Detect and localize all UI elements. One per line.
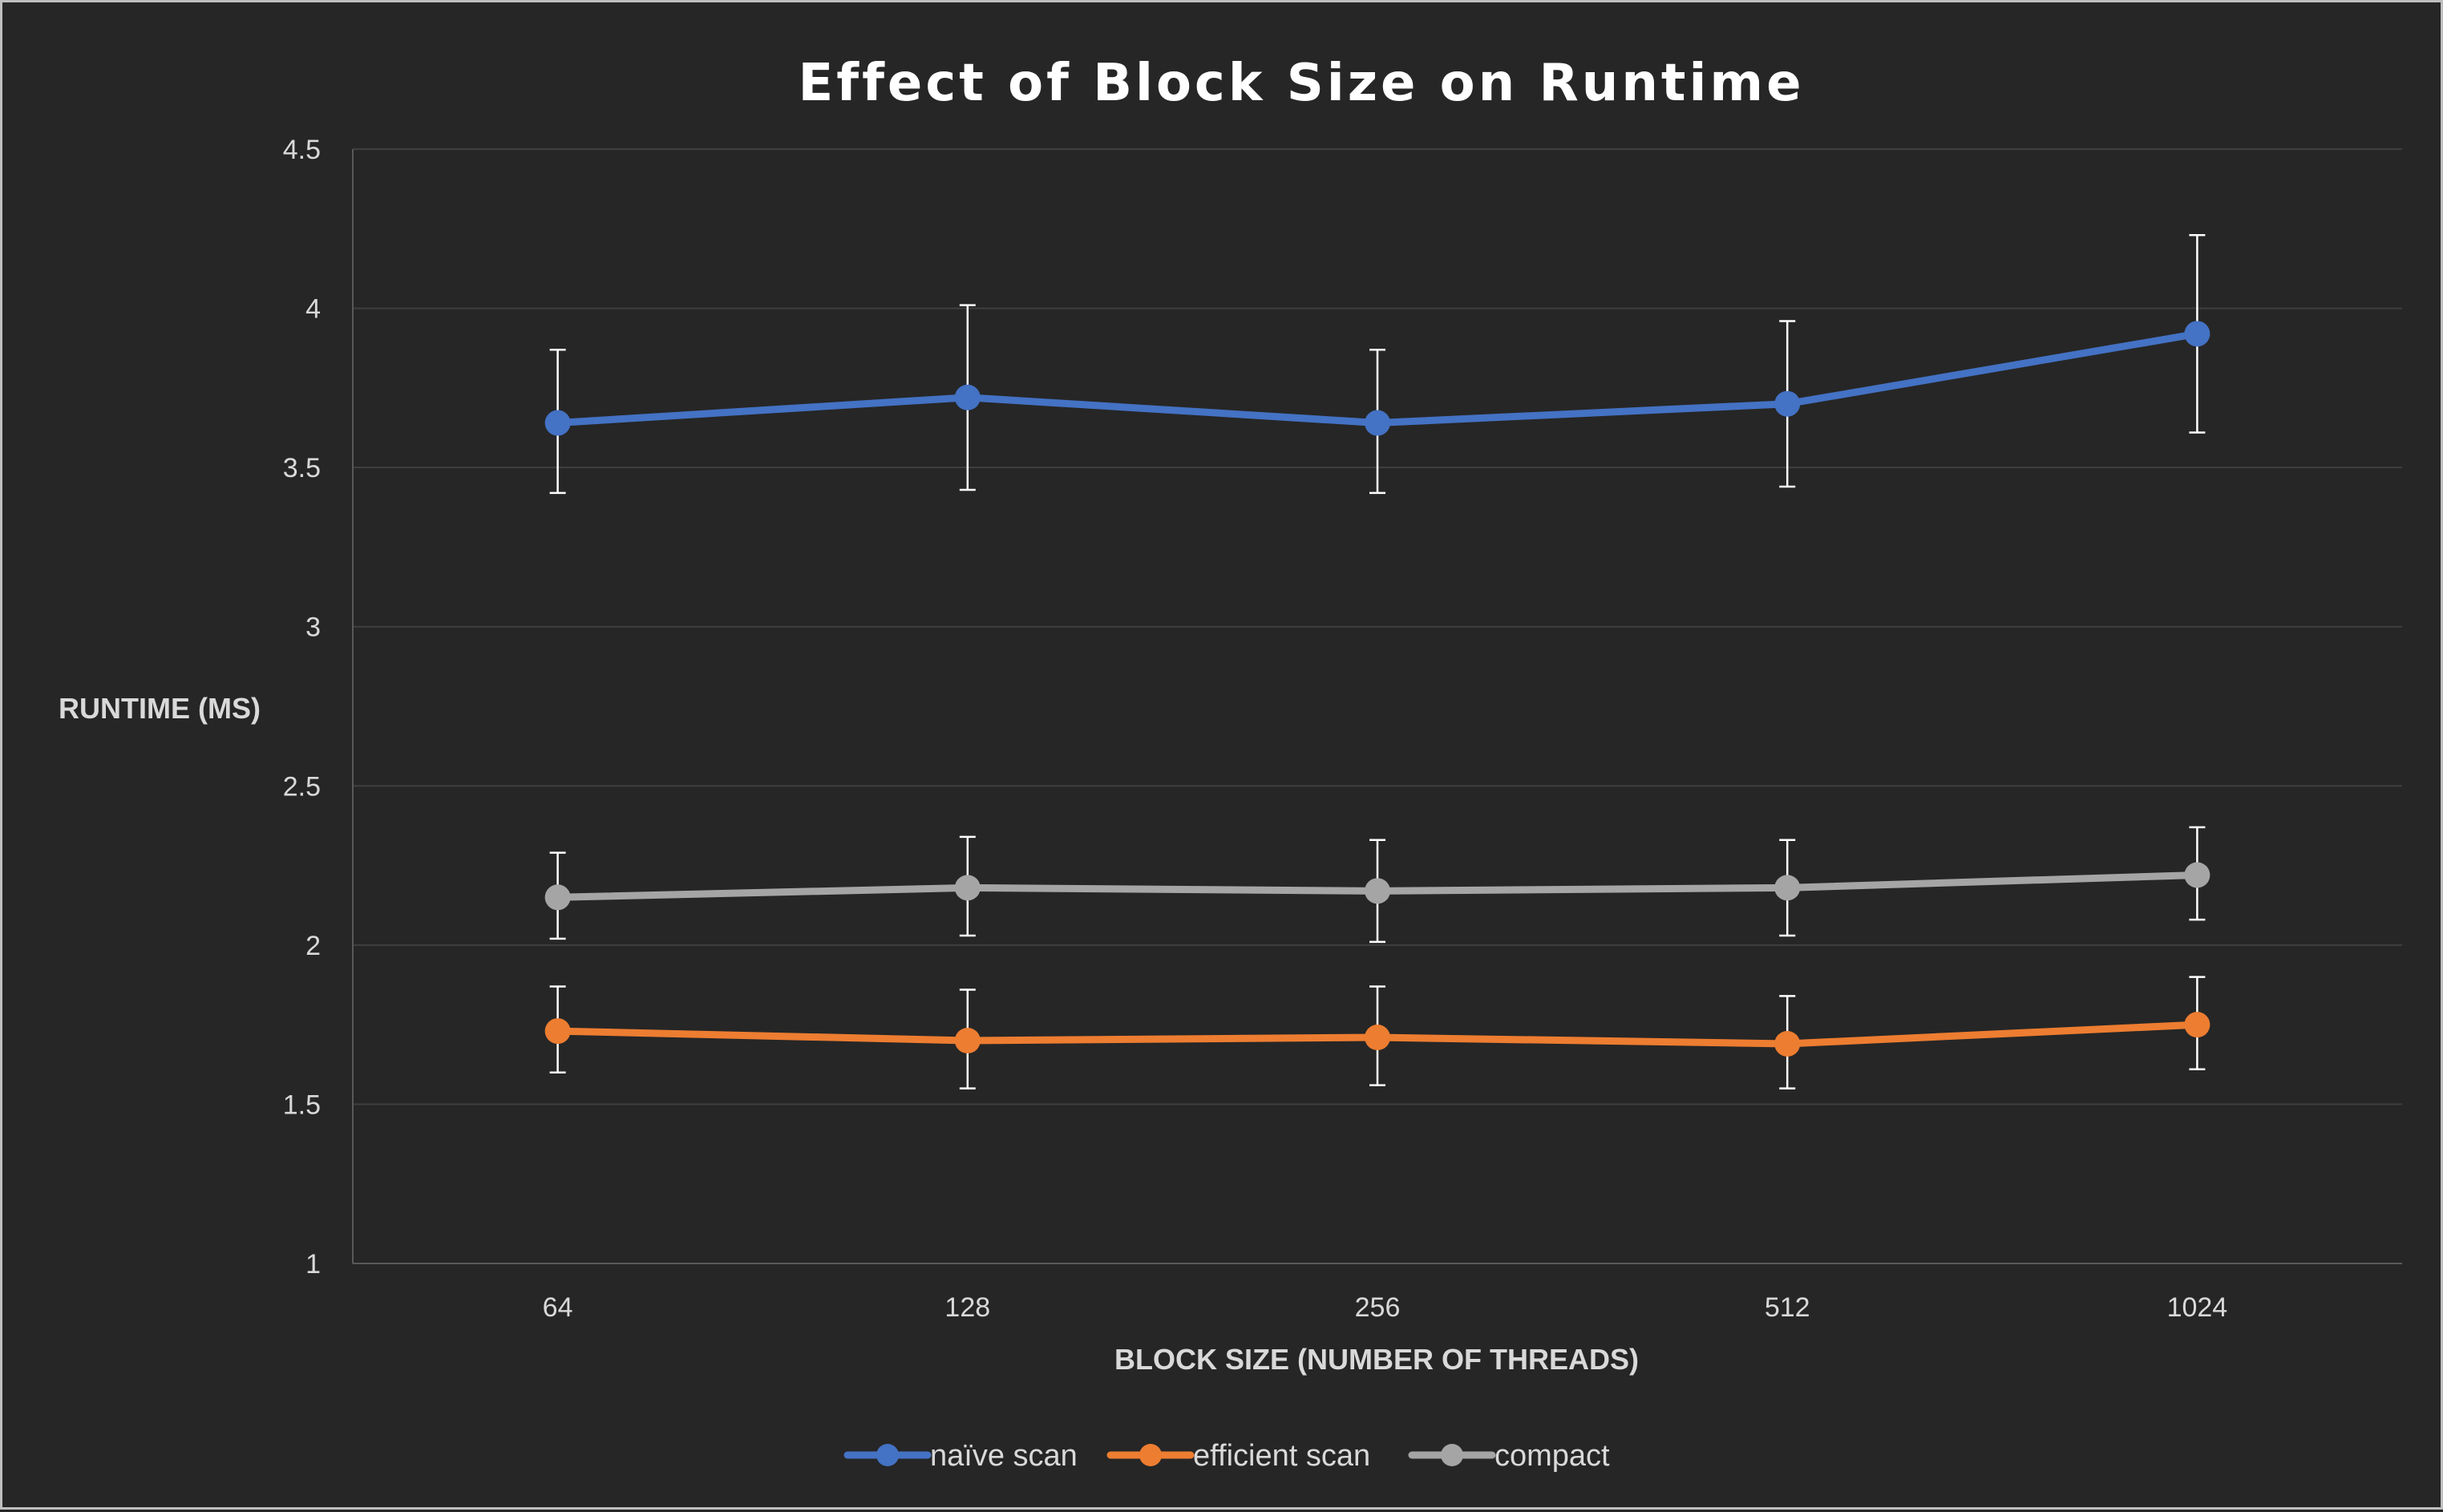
chart-title: Effect of Block Size on Runtime [799, 54, 1805, 113]
y-tick-label: 1.5 [283, 1090, 321, 1120]
legend-swatch-marker [1441, 1444, 1463, 1466]
data-point [2184, 862, 2210, 888]
data-point [954, 384, 981, 410]
series-1 [544, 976, 2210, 1090]
legend-entry: efficient scan [1106, 1439, 1370, 1473]
data-point [544, 410, 571, 436]
data-point [544, 1018, 571, 1045]
y-tick-label: 4.5 [283, 135, 321, 165]
data-point [2184, 1012, 2210, 1038]
x-tick-label: 1024 [2167, 1292, 2228, 1323]
data-point [954, 1028, 981, 1053]
data-point [1774, 1030, 1801, 1057]
series-2 [544, 826, 2210, 944]
y-tick-label: 2 [305, 931, 321, 961]
x-tick-label: 512 [1765, 1292, 1810, 1323]
x-tick-label: 256 [1355, 1292, 1401, 1323]
y-tick-label: 1 [305, 1249, 321, 1280]
legend-swatch-marker [1139, 1444, 1162, 1466]
y-tick-label: 3.5 [283, 453, 321, 483]
data-point [2184, 321, 2210, 347]
legend-swatch-marker [876, 1444, 899, 1466]
y-axis-title: RUNTIME (MS) [59, 692, 261, 725]
legend-entry: compact [1408, 1439, 1610, 1473]
data-point [1365, 410, 1390, 436]
gridlines [352, 148, 2402, 1264]
data-point [544, 884, 571, 911]
x-tick-label: 128 [944, 1292, 990, 1323]
data-point [1774, 875, 1801, 901]
series-group [544, 233, 2210, 1090]
data-point [954, 875, 981, 901]
legend-label: efficient scan [1193, 1439, 1370, 1473]
series-0 [544, 233, 2210, 495]
x-axis-title: BLOCK SIZE (NUMBER OF THREADS) [1114, 1343, 1639, 1376]
y-tick-label: 2.5 [283, 771, 321, 802]
x-axis-ticks: 64 128 256 512 1024 [543, 1292, 2228, 1323]
y-tick-label: 3 [305, 612, 321, 643]
data-point [1365, 878, 1390, 904]
legend-entry: naïve scan [843, 1439, 1078, 1473]
y-axis-ticks: 1 1.5 2 2.5 3 3.5 4 4.5 [283, 135, 321, 1280]
data-point [1774, 390, 1801, 417]
x-tick-label: 64 [543, 1292, 573, 1323]
y-tick-label: 4 [305, 294, 321, 325]
data-point [1365, 1025, 1390, 1051]
legend-label: naïve scan [930, 1439, 1078, 1473]
legend-label: compact [1495, 1439, 1610, 1473]
legend: naïve scan efficient scan compact [843, 1439, 1610, 1473]
